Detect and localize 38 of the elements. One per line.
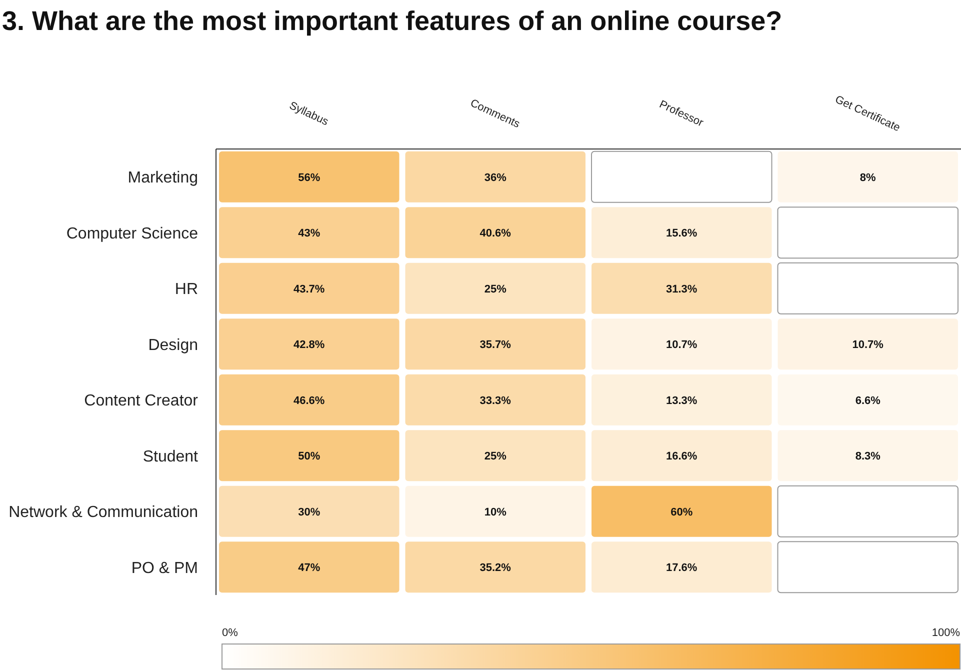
data-label: 30% bbox=[298, 506, 320, 518]
data-label: 15.6% bbox=[666, 228, 698, 240]
data-label: 60% bbox=[670, 506, 693, 518]
data-label: 56% bbox=[298, 172, 320, 184]
y-tick-label: HR bbox=[174, 281, 198, 298]
y-tick-label: Student bbox=[142, 448, 199, 466]
y-tick-label: Marketing bbox=[128, 170, 198, 187]
data-label: 40.6% bbox=[480, 228, 512, 240]
data-label: 47% bbox=[298, 562, 320, 574]
data-label: 10% bbox=[484, 506, 507, 518]
data-label: 8% bbox=[860, 172, 876, 184]
y-tick-label: PO & PM bbox=[131, 560, 198, 577]
data-label: 25% bbox=[484, 450, 507, 463]
y-tick-label: Design bbox=[148, 336, 198, 354]
color-bar-label: 0% bbox=[222, 627, 238, 639]
y-tick-label: Content Creator bbox=[84, 392, 199, 410]
data-label: 36% bbox=[484, 172, 507, 184]
data-label: 46.6% bbox=[294, 394, 325, 407]
data-label: 43% bbox=[298, 228, 320, 240]
y-tick-label: Network & Communication bbox=[8, 504, 198, 522]
data-label: 8.3% bbox=[855, 450, 881, 463]
data-label: 35.7% bbox=[480, 339, 512, 352]
color-bar-label: 100% bbox=[932, 627, 960, 639]
data-label: 35.2% bbox=[480, 562, 512, 574]
data-label: 50% bbox=[298, 450, 320, 463]
data-label: 43.7% bbox=[294, 283, 325, 296]
data-label: 10.7% bbox=[852, 339, 884, 352]
data-label: 10.7% bbox=[666, 339, 698, 352]
data-label: 31.3% bbox=[666, 283, 698, 296]
data-label: 17.6% bbox=[666, 562, 698, 574]
data-label: 13.3% bbox=[666, 394, 698, 407]
y-tick-label: Computer Science bbox=[66, 225, 198, 242]
data-label: 16.6% bbox=[666, 450, 698, 463]
data-label: 42.8% bbox=[294, 339, 325, 352]
chart-title: 3. What are the most important features of an online course? bbox=[2, 6, 782, 37]
data-label: 25% bbox=[484, 283, 507, 296]
data-label: 33.3% bbox=[480, 394, 512, 407]
data-label: 6.6% bbox=[855, 394, 881, 407]
